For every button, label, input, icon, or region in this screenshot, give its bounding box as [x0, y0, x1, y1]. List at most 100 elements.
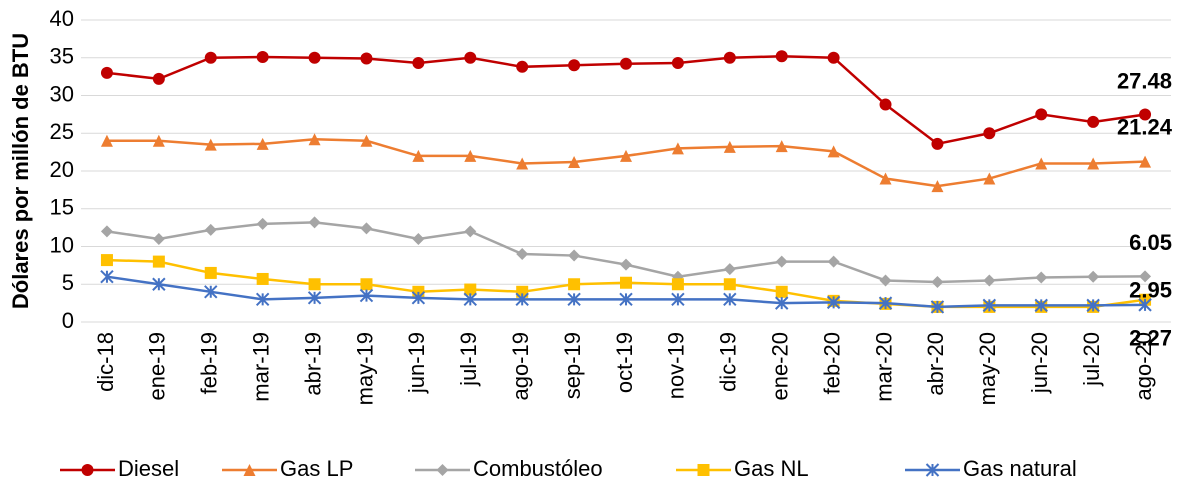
marker — [723, 278, 736, 291]
value-label: 27.48 — [1117, 68, 1172, 93]
marker — [152, 232, 165, 245]
marker — [204, 223, 217, 236]
marker — [983, 274, 996, 287]
marker — [568, 278, 581, 291]
marker — [204, 138, 217, 151]
marker — [568, 249, 581, 262]
marker — [827, 255, 840, 268]
y-axis-label: Dólares por millón de BTU — [8, 33, 33, 309]
marker — [464, 283, 477, 296]
legend-marker — [697, 464, 710, 476]
marker — [620, 57, 632, 70]
marker — [204, 266, 217, 279]
legend-label: Combustóleo — [473, 456, 603, 481]
marker — [308, 51, 321, 64]
y-tick-label: 30 — [50, 81, 74, 106]
marker — [516, 248, 529, 261]
value-label: 2.27 — [1129, 326, 1172, 351]
marker — [152, 134, 165, 147]
marker — [1034, 298, 1048, 313]
marker — [931, 137, 944, 150]
x-tick-label: dic-18 — [93, 332, 118, 392]
marker — [100, 66, 113, 79]
marker — [464, 149, 477, 162]
marker — [100, 254, 113, 267]
marker — [1035, 271, 1048, 284]
marker — [671, 278, 684, 291]
marker — [775, 50, 788, 63]
x-tick-label: oct-19 — [612, 332, 637, 393]
marker — [256, 50, 269, 63]
marker — [879, 172, 892, 185]
marker — [982, 298, 997, 313]
marker — [100, 269, 114, 284]
marker — [1087, 270, 1100, 283]
legend-label: Diesel — [118, 456, 179, 481]
marker — [827, 145, 840, 158]
marker — [308, 216, 321, 229]
x-tick-label: mar-19 — [248, 332, 273, 402]
marker — [360, 222, 373, 235]
y-tick-label: 40 — [50, 6, 74, 31]
marker — [464, 225, 477, 238]
marker — [827, 51, 840, 64]
marker — [671, 57, 684, 70]
marker — [359, 288, 374, 303]
marker — [256, 272, 269, 285]
marker — [463, 292, 477, 307]
marker — [619, 292, 633, 307]
x-tick-label: dic-19 — [716, 332, 741, 392]
marker — [204, 285, 218, 299]
y-tick-label: 25 — [50, 119, 74, 144]
y-tick-label: 35 — [50, 44, 74, 69]
y-tick-label: 10 — [50, 232, 74, 257]
marker — [775, 296, 789, 310]
marker — [307, 291, 322, 305]
marker — [1087, 115, 1100, 128]
marker — [204, 51, 217, 64]
marker — [620, 276, 632, 289]
marker — [1139, 155, 1152, 168]
marker — [256, 137, 269, 150]
marker — [723, 263, 736, 276]
marker — [567, 292, 581, 307]
x-tick-label: sep-19 — [560, 332, 585, 399]
marker — [360, 52, 373, 65]
x-tick-label: ago-19 — [508, 332, 533, 401]
marker — [723, 51, 736, 64]
marker — [1087, 157, 1100, 170]
marker — [931, 275, 944, 288]
legend-marker — [436, 464, 449, 476]
marker — [1086, 298, 1100, 313]
legend-marker — [243, 464, 256, 476]
value-label: 6.05 — [1129, 230, 1172, 255]
marker — [620, 149, 632, 162]
x-tick-label: feb-19 — [197, 332, 222, 394]
marker — [255, 292, 270, 307]
marker — [256, 217, 269, 230]
x-tick-label: abr-19 — [300, 332, 325, 396]
marker — [775, 285, 788, 298]
marker — [1138, 298, 1152, 312]
x-tick-label: nov-19 — [664, 332, 689, 399]
marker — [516, 285, 529, 298]
marker — [360, 278, 373, 291]
marker — [931, 180, 944, 193]
marker — [983, 172, 996, 185]
marker — [100, 225, 113, 238]
marker — [360, 134, 373, 147]
legend-label: Gas natural — [963, 456, 1077, 481]
marker — [568, 155, 581, 168]
x-tick-label: jun-19 — [404, 332, 429, 394]
marker — [1139, 108, 1152, 121]
marker — [930, 300, 945, 314]
marker — [671, 292, 685, 307]
marker — [983, 127, 996, 140]
marker — [100, 134, 113, 147]
y-tick-label: 5 — [62, 270, 74, 295]
marker — [1035, 157, 1048, 170]
marker — [152, 277, 166, 291]
marker — [723, 140, 736, 153]
marker — [671, 142, 684, 155]
